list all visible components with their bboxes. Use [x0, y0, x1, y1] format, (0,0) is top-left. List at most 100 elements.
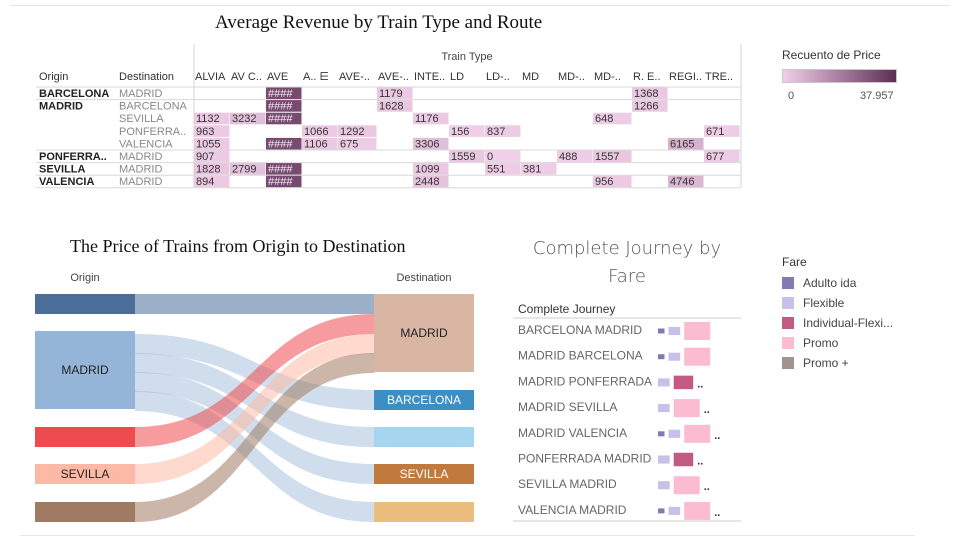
column-header-3: A.. ⋿: [303, 71, 329, 83]
column-header-8: LD-..: [486, 71, 510, 83]
fare-legend-item: Adulto ida: [782, 273, 942, 293]
journey-truncated-marker: ..: [714, 507, 720, 519]
row-origin: BARCELONA: [39, 88, 109, 100]
journey-mark: [658, 508, 665, 514]
heatmap-legend-max: 37.957: [860, 90, 894, 102]
sankey-destination-node: [374, 464, 474, 484]
heatmap-legend: Recuento de Price 0 37.957: [782, 48, 912, 102]
journey-mark: [658, 328, 665, 334]
journey-mark: [673, 399, 700, 418]
row-origin: MADRID: [39, 101, 83, 113]
journey-truncated-marker: ..: [704, 481, 710, 493]
journey-mark: [673, 452, 694, 467]
row-destination: BARCELONA: [119, 101, 188, 113]
journey-mark: [673, 375, 694, 390]
heatmap-cell-label: 1176: [415, 113, 439, 125]
column-header-0: ALVIA: [195, 71, 226, 83]
heatmap-cell-label: 677: [706, 151, 724, 163]
row-origin: SEVILLA: [39, 164, 86, 176]
heatmap-cell: [194, 137, 230, 150]
heatmap-cell: [485, 125, 521, 137]
journey-row-label: MADRID PONFERRADA: [518, 374, 652, 388]
row-destination: MADRID: [119, 151, 162, 163]
heatmap-cell: [485, 163, 521, 175]
sankey-title: The Price of Trains from Origin to Desti…: [70, 236, 406, 256]
heatmap-cell: [377, 100, 413, 112]
heatmap-legend-title: Recuento de Price: [782, 48, 881, 62]
column-header-12: R. E..: [633, 71, 661, 83]
heatmap-cell-label: 1106: [304, 138, 328, 150]
column-header-6: INTE..: [414, 71, 445, 83]
journey-title: Complete Journey by Fare: [532, 238, 722, 287]
heatmap-cell: [194, 150, 230, 163]
heatmap-cell: [557, 150, 593, 163]
fare-legend: Fare Adulto ida Flexible Individual-Flexi.…: [782, 255, 942, 373]
heatmap-cell-label: 671: [706, 126, 724, 138]
column-header-5: AVE-..: [378, 71, 409, 83]
journey-mark: [668, 506, 681, 515]
journey-row-label: BARCELONA MADRID: [518, 323, 642, 337]
heatmap-cell-label: ####: [268, 88, 293, 100]
journey-mark: [668, 352, 681, 361]
heatmap-legend-min: 0: [788, 90, 795, 102]
sankey-destination-label: MADRID: [400, 326, 448, 340]
heatmap-cell: [668, 175, 704, 188]
journey-row-label: MADRID BARCELONA: [518, 349, 643, 363]
heatmap-cell-label: 1557: [595, 151, 619, 163]
heatmap-cell: [377, 87, 413, 100]
heatmap-cell-label: ####: [268, 164, 293, 176]
heatmap-cell: [230, 112, 266, 125]
heatmap-cell-label: 894: [196, 176, 214, 188]
fare-legend-label: Individual-Flexi...: [803, 316, 894, 330]
heatmap-cell-label: 1066: [304, 126, 328, 138]
sankey-flow: [135, 294, 374, 314]
row-destination: VALENCIA: [119, 138, 173, 150]
fare-legend-swatch: [782, 337, 794, 349]
sankey-destination-label: SEVILLA: [400, 467, 449, 481]
heatmap-cell: [302, 137, 338, 150]
heatmap-cell: [704, 150, 740, 163]
heatmap-cell: [632, 87, 668, 100]
column-header-10: MD-..: [558, 71, 585, 83]
journey-mark: [684, 322, 711, 340]
fare-legend-item: Promo +: [782, 353, 942, 373]
train-type-header: Train Type: [441, 51, 492, 63]
heatmap-cell: [449, 150, 485, 163]
fare-legend-title: Fare: [782, 255, 807, 269]
row-origin: PONFERRA..: [39, 151, 107, 163]
heatmap-cell-label: 1099: [415, 164, 439, 176]
journey-truncated-marker: ..: [697, 378, 703, 390]
heatmap-cell: [521, 163, 557, 175]
heatmap-cell-label: 3232: [232, 113, 256, 125]
heatmap-cell-label: 1055: [196, 138, 220, 150]
journey-truncated-marker: ..: [697, 456, 703, 468]
heatmap-cell-label: 1828: [196, 164, 220, 176]
journey-mark: [668, 326, 681, 336]
fare-legend-swatch: [782, 317, 794, 329]
heatmap-cell-label: ####: [268, 101, 293, 113]
heatmap-cell-label: 907: [196, 151, 214, 163]
heatmap-cell-label: 6165: [670, 138, 694, 150]
heatmap-cell-label: 488: [559, 151, 577, 163]
fare-legend-item: Individual-Flexi...: [782, 313, 942, 333]
sankey-destination-node: [374, 294, 474, 372]
heatmap-cell: [302, 125, 338, 137]
column-header-13: REGI..: [669, 71, 702, 83]
sankey-flow: [135, 353, 374, 522]
journey-mark: [658, 431, 665, 437]
heatmap-cell: [194, 125, 230, 137]
journey-mark: [668, 429, 681, 438]
row-destination: SEVILLA: [119, 113, 164, 125]
fare-legend-swatch: [782, 357, 794, 369]
heatmap-cell-label: 1179: [379, 88, 403, 100]
column-header-11: MD-..: [594, 71, 621, 83]
sankey-flow: [135, 391, 374, 522]
heatmap-cell: [413, 112, 449, 125]
heatmap-cell-label: 0: [487, 151, 493, 163]
heatmap-cell-label: 1368: [634, 88, 658, 100]
heatmap-cell-label: ####: [268, 138, 293, 150]
journey-row-label: SEVILLA MADRID: [518, 477, 617, 491]
heatmap-cell: [413, 175, 449, 188]
heatmap-cell: [194, 112, 230, 125]
fare-legend-swatch: [782, 277, 794, 289]
